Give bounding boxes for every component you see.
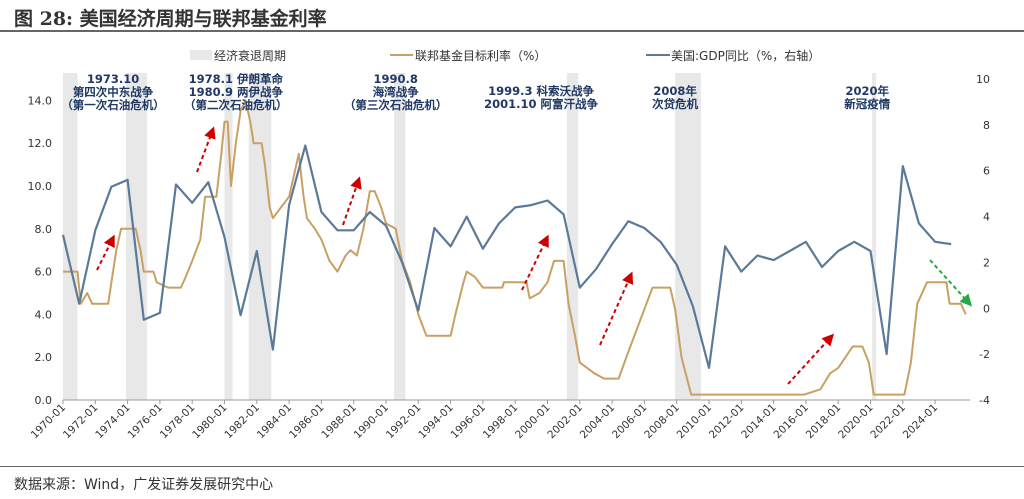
legend-label-recession: 经济衰退周期 (214, 48, 286, 63)
event-annotation: 次贷危机 (652, 97, 698, 111)
right-tick-label: 6 (983, 165, 990, 178)
gdp-line (61, 144, 952, 369)
event-annotation: （第一次石油危机） (61, 98, 165, 112)
trend-up-arrow-icon (599, 271, 634, 346)
trend-up-arrow-icon (342, 176, 362, 226)
recession-band (872, 73, 877, 400)
event-annotation: 第四次中东战争 (73, 85, 154, 99)
event-annotation: 2008年 (653, 84, 697, 98)
chart-svg: 0.0 2.0 4.0 6.0 8.0 10.0 12.0 14.0 -4 -2 0 2 4 6 8 10 19… (28, 48, 991, 442)
x-tick-label: 2024-01 (901, 402, 941, 442)
legend-swatch-recession (190, 50, 212, 60)
event-annotation: 1980.9 两伊战争 (189, 85, 284, 99)
trend-up-arrow-icon (787, 333, 835, 385)
fed-rate-line (63, 99, 967, 396)
event-annotation: （第三次石油危机） (344, 98, 448, 112)
recession-band (394, 73, 406, 400)
recession-band (224, 73, 233, 400)
right-tick-label: 4 (983, 211, 990, 224)
event-annotation: 1999.3 科索沃战争 (488, 84, 594, 98)
event-annotation: 1990.8 (373, 72, 417, 86)
event-annotation: 1973.10 (87, 72, 139, 86)
trend-up-arrow-icon (96, 234, 115, 271)
figure-title: 图 28: 美国经济周期与联邦基金利率 (14, 8, 327, 30)
recession-band (248, 73, 272, 400)
left-tick-label: 4.0 (35, 308, 53, 321)
left-tick-label: 6.0 (35, 266, 53, 279)
event-annotation: 海湾战争 (373, 85, 419, 99)
event-annotation: 1978.1 伊朗革命 (189, 72, 284, 86)
event-annotation: （第二次石油危机） (184, 98, 288, 112)
right-tick-label: -2 (979, 348, 990, 361)
legend-label-fed: 联邦基金目标利率（%） (415, 48, 546, 63)
right-tick-label: 2 (983, 256, 990, 269)
event-annotation: 2020年 (846, 84, 890, 98)
legend-label-gdp: 美国:GDP同比（%，右轴） (671, 48, 820, 63)
title-divider (0, 30, 1024, 32)
left-tick-label: 2.0 (35, 351, 53, 364)
left-tick-label: 0.0 (35, 394, 53, 407)
right-tick-label: -4 (979, 394, 990, 407)
source-note: 数据来源：Wind，广发证券发展研究中心 (14, 477, 274, 493)
event-annotation: 新冠疫情 (844, 97, 890, 111)
recession-band (675, 73, 701, 400)
right-tick-label: 10 (976, 73, 990, 86)
trend-down-arrow-icon (929, 259, 973, 307)
left-tick-label: 14.0 (28, 94, 53, 107)
recession-band (63, 73, 78, 400)
event-annotation: 2001.10 阿富汗战争 (484, 97, 598, 111)
trend-up-arrow-icon (196, 126, 216, 173)
left-tick-label: 10.0 (28, 180, 53, 193)
recession-band (566, 73, 579, 400)
right-tick-label: 0 (983, 302, 990, 315)
left-tick-label: 8.0 (35, 223, 53, 236)
trend-up-arrow-icon (521, 234, 549, 291)
right-tick-label: 8 (983, 119, 990, 132)
left-tick-label: 12.0 (28, 137, 53, 150)
footer-divider (0, 466, 1024, 467)
